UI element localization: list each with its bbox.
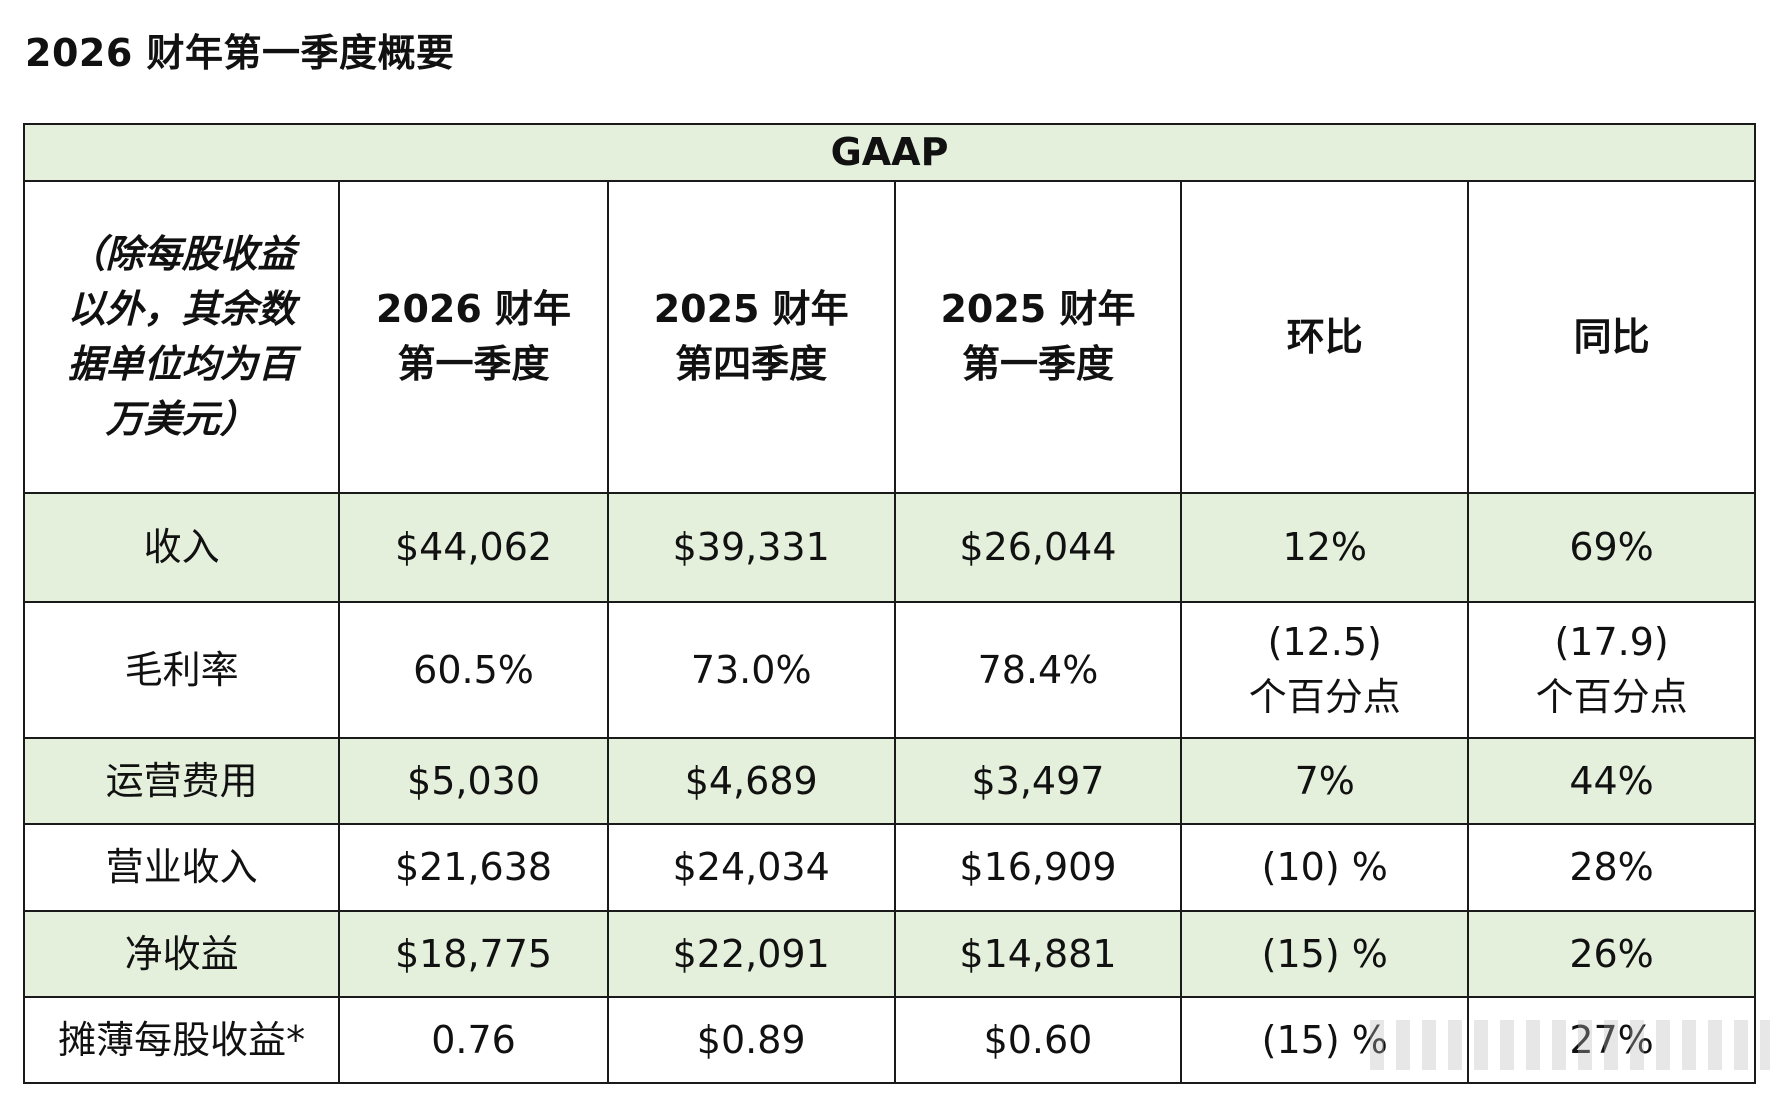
table-cell: 44% <box>1467 737 1756 826</box>
unit-note: （除每股收益 以外，其余数 据单位均为百 万美元） <box>22 180 341 495</box>
table-row-revenue: 收入 $44,062 $39,331 $26,044 12% 69% <box>22 492 1756 604</box>
gaap-summary-table: GAAP （除每股收益 以外，其余数 据单位均为百 万美元） 2026 财年 第… <box>22 122 1756 1085</box>
unit-note-line: 万美元） <box>105 397 258 442</box>
gaap-header-row: GAAP <box>23 122 1756 183</box>
table-cell: (15) % <box>1180 910 1470 999</box>
table-cell: (12.5) 个百分点 <box>1180 601 1470 740</box>
table-row-gross-margin: 毛利率 60.5% 73.0% 78.4% (12.5) 个百分点 (17.9)… <box>22 601 1756 740</box>
table-cell: $39,331 <box>606 492 896 604</box>
column-header-yoy: 同比 <box>1467 180 1756 495</box>
table-cell: $16,909 <box>893 823 1183 913</box>
table-row-operating-expenses: 运营费用 $5,030 $4,689 $3,497 7% 44% <box>22 737 1756 826</box>
table-cell: 78.4% <box>893 601 1183 740</box>
row-label: 摊薄每股收益* <box>22 996 341 1085</box>
row-label: 营业收入 <box>22 823 341 913</box>
table-cell: 12% <box>1180 492 1470 604</box>
column-header-fy25q1: 2025 财年 第一季度 <box>893 180 1183 495</box>
table-cell: $0.89 <box>606 996 896 1085</box>
table-cell: $0.60 <box>893 996 1183 1085</box>
row-label: 收入 <box>22 492 341 604</box>
column-header-row: （除每股收益 以外，其余数 据单位均为百 万美元） 2026 财年 第一季度 2… <box>22 180 1756 495</box>
unit-note-line: （除每股收益 <box>67 231 296 276</box>
table-cell: (15) % <box>1180 996 1470 1085</box>
column-header-fy26q1: 2026 财年 第一季度 <box>338 180 609 495</box>
table-cell: 7% <box>1180 737 1470 826</box>
unit-note-line: 据单位均为百 <box>67 342 296 387</box>
page-title: 2026 财年第一季度概要 <box>25 31 455 75</box>
table-cell: $44,062 <box>338 492 609 604</box>
table-cell: (17.9) 个百分点 <box>1467 601 1756 740</box>
table-row-net-income: 净收益 $18,775 $22,091 $14,881 (15) % 26% <box>22 910 1756 999</box>
table-cell: 26% <box>1467 910 1756 999</box>
table-cell: 60.5% <box>338 601 609 740</box>
table-cell: $18,775 <box>338 910 609 999</box>
row-label: 净收益 <box>22 910 341 999</box>
gaap-header: GAAP <box>23 122 1756 183</box>
unit-note-line: 以外，其余数 <box>67 287 296 331</box>
table-cell: 73.0% <box>606 601 896 740</box>
column-header-fy25q4: 2025 财年 第四季度 <box>606 180 896 495</box>
table-cell: (10) % <box>1180 823 1470 913</box>
table-cell: $26,044 <box>893 492 1183 604</box>
table-cell: $3,497 <box>893 737 1183 826</box>
table-cell: $4,689 <box>606 737 896 826</box>
table-cell: $21,638 <box>338 823 609 913</box>
table-cell: $24,034 <box>606 823 896 913</box>
table-row-diluted-eps: 摊薄每股收益* 0.76 $0.89 $0.60 (15) % 27% <box>22 996 1756 1085</box>
table-cell: 0.76 <box>338 996 609 1085</box>
table-cell: 28% <box>1467 823 1756 913</box>
table-cell: 69% <box>1467 492 1756 604</box>
table-cell: $5,030 <box>338 737 609 826</box>
table-cell: $22,091 <box>606 910 896 999</box>
row-label: 毛利率 <box>22 601 341 740</box>
table-cell: 27% <box>1467 996 1756 1085</box>
row-label: 运营费用 <box>22 737 341 826</box>
column-header-qoq: 环比 <box>1180 180 1470 495</box>
table-row-operating-income: 营业收入 $21,638 $24,034 $16,909 (10) % 28% <box>22 823 1756 913</box>
table-cell: $14,881 <box>893 910 1183 999</box>
